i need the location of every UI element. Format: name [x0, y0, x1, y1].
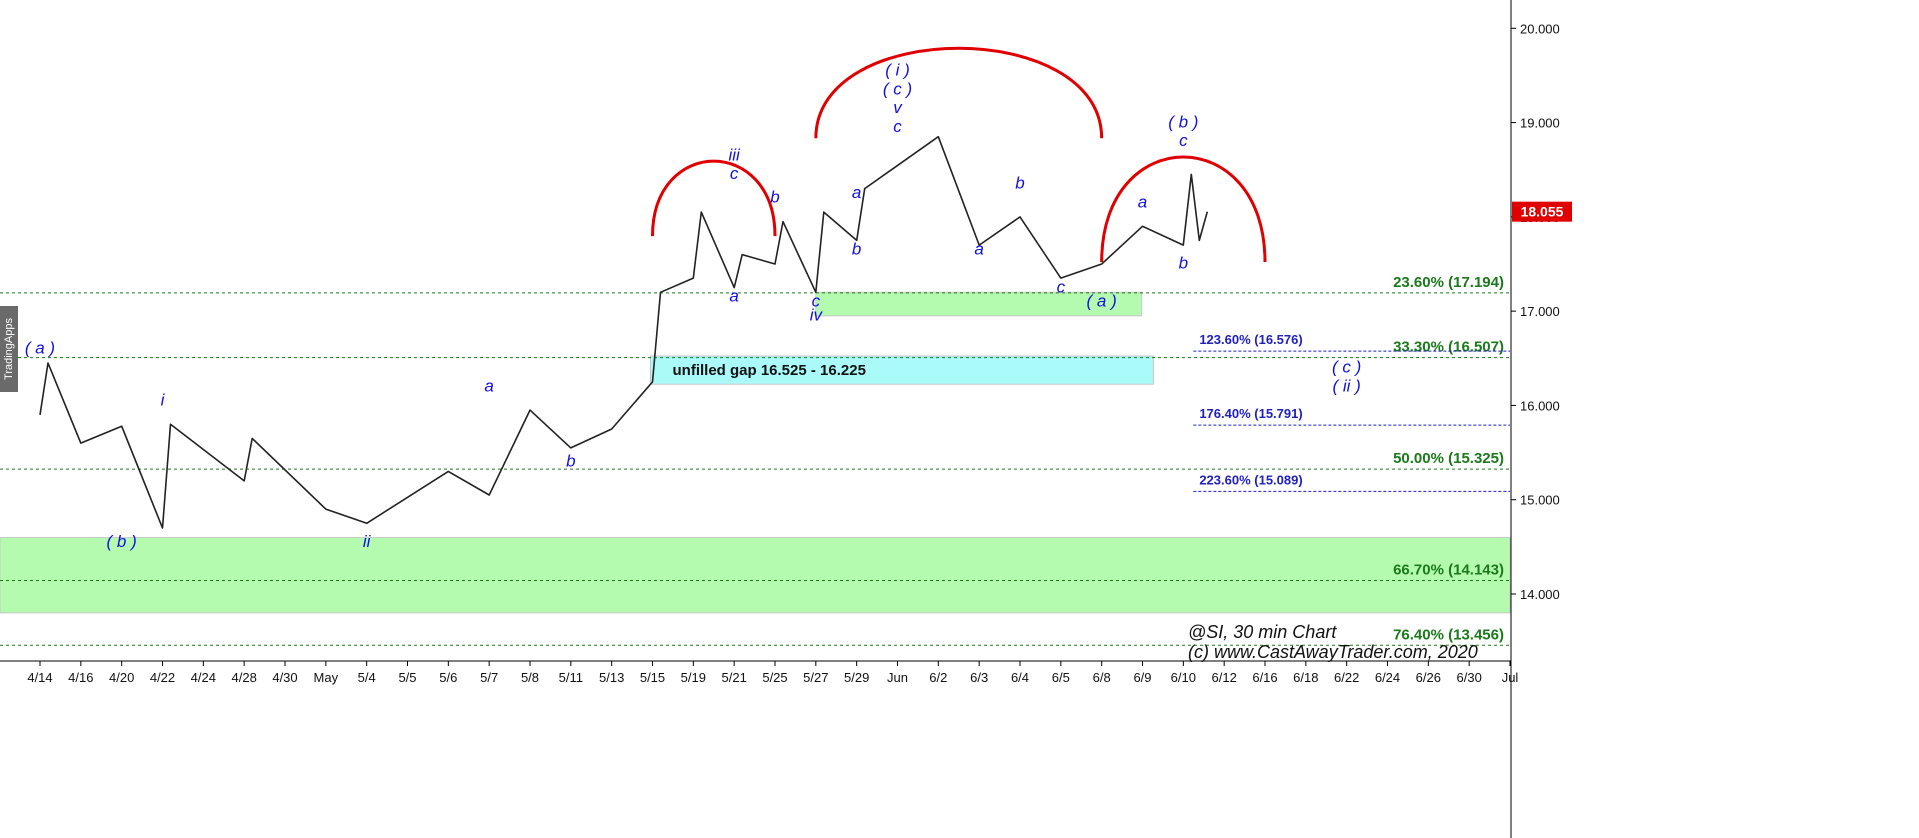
y-tick-label-1: 15.000	[1520, 493, 1560, 508]
x-tick-label-12: 5/8	[521, 670, 539, 685]
wave-label-23: b	[1179, 254, 1188, 273]
x-tick-label-4: 4/24	[191, 670, 216, 685]
wave-label-18: a	[974, 240, 983, 259]
y-tick-label-6: 20.000	[1520, 21, 1560, 36]
chart-credit-label: (c) www.CastAwayTrader.com, 2020	[1188, 642, 1478, 662]
red-arc-1	[814, 46, 1104, 139]
wave-label-26: ( c )	[1332, 357, 1361, 376]
x-tick-label-23: 6/3	[970, 670, 988, 685]
x-tick-label-25: 6/5	[1052, 670, 1070, 685]
x-tick-label-3: 4/22	[150, 670, 175, 685]
last-price-tag	[1512, 201, 1572, 222]
wave-label-11: iv	[810, 306, 824, 325]
wave-label-9: b	[770, 188, 779, 207]
ext-label-0: 123.60% (16.576)	[1199, 332, 1302, 347]
x-tick-label-13: 5/11	[559, 670, 583, 685]
x-tick-label-30: 6/16	[1252, 670, 1277, 685]
wave-label-6: iii	[728, 145, 741, 164]
wave-label-19: b	[1015, 174, 1024, 193]
wave-label-10: c	[812, 291, 821, 310]
x-tick-label-20: 5/29	[844, 670, 869, 685]
trading-apps-tab[interactable]: TradingApps	[0, 306, 18, 392]
x-tick-label-18: 5/25	[762, 670, 787, 685]
x-tick-label-9: 5/5	[398, 670, 416, 685]
x-tick-label-33: 6/24	[1375, 670, 1400, 685]
fib-label-2: 50.00% (15.325)	[1393, 450, 1504, 467]
x-tick-label-36: Jul	[1502, 670, 1519, 685]
y-tick-label-5: 19.000	[1520, 116, 1560, 131]
fib-label-4: 76.40% (13.456)	[1393, 626, 1504, 643]
wave-label-1: ( b )	[107, 532, 137, 551]
x-tick-label-22: 6/2	[929, 670, 947, 685]
x-tick-label-7: May	[314, 670, 339, 685]
zone-1	[815, 291, 1143, 317]
zone-label-2: unfilled gap 16.525 - 16.225	[673, 362, 866, 379]
x-tick-label-24: 6/4	[1011, 670, 1029, 685]
wave-label-15: ( c )	[883, 79, 912, 98]
wave-label-14: ( i )	[885, 60, 910, 79]
x-tick-label-32: 6/22	[1334, 670, 1359, 685]
x-tick-label-26: 6/8	[1093, 670, 1111, 685]
wave-label-22: a	[1138, 192, 1147, 211]
last-price-label: 18.055	[1521, 204, 1564, 220]
wave-label-3: ii	[363, 532, 372, 551]
x-tick-label-11: 5/7	[480, 670, 498, 685]
red-arc-2	[1100, 155, 1267, 263]
wave-label-0: ( a )	[25, 339, 55, 358]
x-tick-label-28: 6/10	[1171, 670, 1196, 685]
x-tick-label-1: 4/16	[68, 670, 93, 685]
x-tick-label-19: 5/27	[803, 670, 828, 685]
x-tick-label-5: 4/28	[232, 670, 257, 685]
wave-label-25: c	[1179, 131, 1188, 150]
x-tick-label-21: Jun	[887, 670, 908, 685]
wave-label-21: ( a )	[1087, 291, 1117, 310]
x-tick-label-8: 5/4	[358, 670, 376, 685]
x-tick-label-17: 5/21	[722, 670, 747, 685]
wave-label-13: b	[852, 240, 861, 259]
ext-label-2: 223.60% (15.089)	[1199, 472, 1302, 487]
wave-label-4: a	[484, 376, 493, 395]
y-tick-label-0: 14.000	[1520, 587, 1560, 602]
wave-label-7: c	[730, 164, 739, 183]
wave-label-20: c	[1057, 277, 1066, 296]
fib-label-3: 66.70% (14.143)	[1393, 562, 1504, 579]
red-arc-0	[651, 159, 777, 237]
wave-label-12: a	[852, 183, 861, 202]
x-tick-label-27: 6/9	[1133, 670, 1151, 685]
x-tick-label-29: 6/12	[1212, 670, 1237, 685]
x-tick-label-16: 5/19	[681, 670, 706, 685]
x-tick-label-31: 6/18	[1293, 670, 1318, 685]
price-series[interactable]	[39, 135, 1209, 529]
y-tick-label-3: 17.000	[1520, 304, 1560, 319]
x-tick-label-2: 4/20	[109, 670, 134, 685]
zone-2	[650, 355, 1154, 385]
x-tick-label-34: 6/26	[1416, 670, 1441, 685]
zone-0	[0, 536, 1511, 614]
fib-label-0: 23.60% (17.194)	[1393, 274, 1504, 291]
x-tick-label-35: 6/30	[1457, 670, 1482, 685]
wave-label-17: c	[893, 117, 902, 136]
x-tick-label-6: 4/30	[272, 670, 297, 685]
wave-label-27: ( ii )	[1333, 376, 1361, 395]
x-tick-label-0: 4/14	[27, 670, 52, 685]
wave-label-8: a	[729, 287, 738, 306]
wave-label-24: ( b )	[1168, 112, 1198, 131]
x-tick-label-10: 5/6	[439, 670, 457, 685]
wave-label-2: i	[161, 390, 166, 409]
wave-label-5: b	[566, 452, 575, 471]
trading-apps-label: TradingApps	[3, 318, 15, 380]
x-tick-label-14: 5/13	[599, 670, 624, 685]
ext-label-1: 176.40% (15.791)	[1199, 406, 1302, 421]
chart-instrument-label: @SI, 30 min Chart	[1188, 622, 1337, 642]
y-tick-label-2: 16.000	[1520, 398, 1560, 413]
fib-label-1: 33.30% (16.507)	[1393, 339, 1504, 356]
wave-label-16: v	[893, 98, 903, 117]
x-tick-label-15: 5/15	[640, 670, 665, 685]
